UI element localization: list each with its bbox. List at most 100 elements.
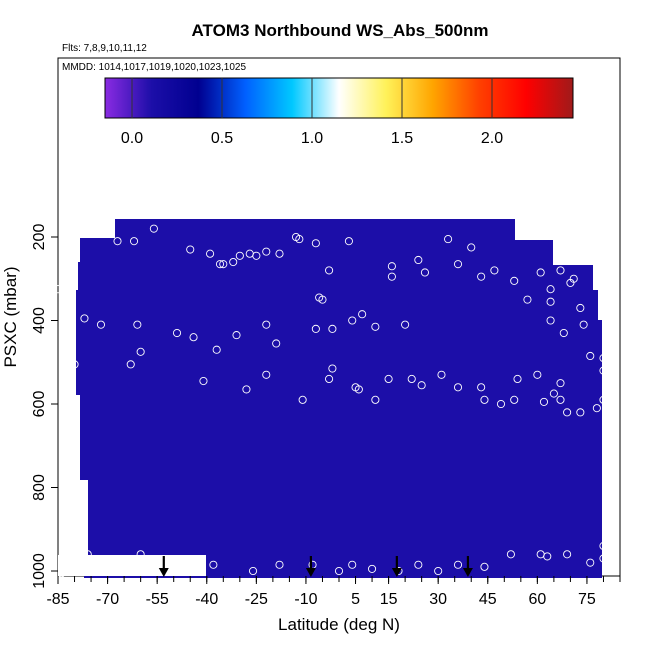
sample-point: [371, 322, 380, 331]
sample-point: [206, 249, 215, 258]
sample-point: [334, 566, 344, 576]
sample-point: [272, 339, 281, 348]
no-data-patch: [58, 555, 206, 576]
sample-point: [262, 320, 271, 329]
colorbar-ticks: 0.0 0.5 1.0 1.5 2.0: [121, 78, 503, 147]
sample-point: [57, 575, 66, 584]
sample-point: [480, 395, 489, 404]
sample-point: [549, 389, 558, 398]
sample-points: [53, 224, 608, 584]
x-tick-label: 15: [380, 591, 398, 608]
sample-point: [536, 268, 545, 277]
sample-point: [83, 550, 92, 559]
sample-point: [559, 328, 568, 338]
x-tick-label: -10: [294, 591, 317, 608]
sample-point: [113, 237, 122, 246]
sample-point: [80, 314, 89, 323]
sample-point: [579, 320, 588, 329]
arrow-head: [305, 568, 316, 577]
arrows: [158, 556, 473, 577]
colorbar-tick-label: 0.0: [121, 130, 143, 147]
sample-point: [414, 255, 423, 265]
x-tick-label: -70: [96, 591, 119, 608]
colorbar-tick-label: 1.5: [391, 130, 413, 147]
sample-point: [546, 316, 555, 325]
sample-point: [401, 320, 410, 329]
sample-point: [523, 295, 532, 304]
sample-point: [599, 354, 608, 363]
flights-label: Flts: 7,8,9,10,11,12: [62, 43, 147, 54]
sample-point: [328, 324, 337, 333]
sample-point: [546, 285, 555, 294]
sample-point: [311, 239, 320, 248]
sample-point: [592, 404, 601, 413]
x-tick-label: 5: [351, 591, 360, 608]
sample-point: [275, 560, 284, 569]
sample-point: [586, 351, 595, 361]
sample-point: [126, 360, 135, 369]
sample-point: [387, 262, 396, 271]
sample-point: [63, 237, 72, 246]
sample-point: [477, 383, 486, 392]
x-tick-label: -40: [195, 591, 218, 608]
sample-point: [348, 316, 357, 325]
sample-point: [496, 399, 506, 409]
sample-point: [275, 249, 284, 258]
sample-point: [569, 274, 578, 283]
arrow-head: [462, 568, 473, 577]
sample-point: [182, 560, 191, 569]
sample-point: [453, 560, 463, 569]
sample-point: [453, 383, 463, 392]
arrow-head: [158, 568, 169, 577]
sample-point: [199, 376, 208, 386]
sample-point: [358, 310, 367, 319]
sample-point: [480, 562, 489, 571]
sample-point: [133, 320, 142, 329]
sample-point: [417, 381, 426, 390]
sample-point: [328, 364, 337, 373]
y-axis: 200 400 600 800 1000: [31, 224, 58, 589]
colorbar-tick-label: 0.5: [211, 130, 233, 147]
y-tick-label: 1000: [31, 553, 48, 589]
sample-point: [467, 243, 476, 252]
x-tick-label: -85: [46, 591, 69, 608]
sample-point: [556, 379, 565, 388]
sample-point: [453, 260, 463, 269]
x-tick-label: 75: [578, 591, 596, 608]
sample-point: [209, 560, 218, 569]
x-tick-label: 60: [528, 591, 546, 608]
sample-point: [189, 333, 198, 342]
chart-title: ATOM3 Northbound WS_Abs_500nm: [192, 21, 489, 40]
sample-point: [437, 370, 446, 379]
dates-label: MMDD: 1014,1017,1019,1020,1023,1025: [62, 62, 246, 73]
sample-point: [186, 245, 195, 254]
sample-point: [556, 395, 565, 404]
sample-point: [599, 395, 608, 404]
sample-point: [136, 550, 145, 559]
sample-point: [576, 303, 585, 313]
sample-point: [232, 331, 241, 340]
colorbar-gradient: [104, 77, 574, 119]
sample-point: [215, 260, 225, 269]
sample-point: [248, 566, 258, 576]
sample-point: [172, 328, 182, 338]
colorbar-tick-label: 2.0: [481, 130, 503, 147]
sample-point: [384, 374, 393, 384]
sample-point: [407, 374, 416, 384]
sample-point: [510, 395, 519, 404]
x-tick-label: 30: [429, 591, 447, 608]
x-tick-label: -55: [146, 591, 169, 608]
sample-point: [599, 554, 608, 563]
sample-point: [229, 257, 238, 267]
sample-point: [53, 285, 63, 294]
sample-point: [169, 566, 178, 576]
sample-point: [563, 408, 572, 417]
colorbar-tick-label: 1.0: [301, 130, 323, 147]
sample-point: [219, 260, 228, 269]
sample-point: [556, 266, 565, 275]
sample-point: [348, 560, 357, 569]
sample-point: [315, 293, 324, 302]
sample-point: [70, 360, 79, 369]
sample-point: [242, 385, 251, 394]
